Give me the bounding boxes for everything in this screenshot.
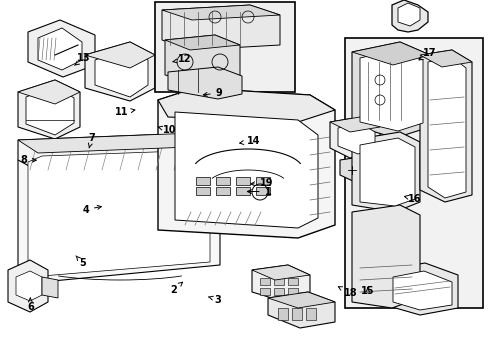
Polygon shape [18, 132, 240, 153]
Text: 1: 1 [247, 186, 271, 197]
Polygon shape [260, 278, 269, 285]
Polygon shape [251, 265, 309, 302]
Polygon shape [28, 150, 209, 276]
Polygon shape [278, 308, 287, 320]
Polygon shape [291, 308, 302, 320]
Polygon shape [175, 112, 317, 228]
Polygon shape [164, 35, 240, 85]
Polygon shape [391, 0, 427, 32]
Polygon shape [164, 35, 240, 50]
Polygon shape [236, 187, 249, 195]
Polygon shape [392, 271, 451, 310]
Polygon shape [18, 80, 80, 139]
Text: 7: 7 [88, 132, 95, 148]
Polygon shape [256, 187, 269, 195]
Polygon shape [305, 308, 315, 320]
Polygon shape [351, 42, 429, 138]
Polygon shape [339, 157, 371, 182]
Text: 5: 5 [76, 256, 85, 268]
Text: 8: 8 [20, 155, 36, 165]
Text: 10: 10 [158, 125, 177, 135]
Polygon shape [85, 42, 155, 101]
Polygon shape [256, 177, 269, 185]
Text: 11: 11 [114, 107, 135, 117]
Polygon shape [28, 20, 95, 77]
Text: 3: 3 [208, 294, 221, 305]
Polygon shape [273, 278, 284, 285]
Polygon shape [273, 288, 284, 295]
Bar [155, 2, 294, 92]
Polygon shape [329, 117, 379, 158]
Polygon shape [216, 177, 229, 185]
Polygon shape [397, 3, 419, 26]
Polygon shape [216, 187, 229, 195]
Polygon shape [162, 5, 280, 50]
Text: 13: 13 [74, 53, 91, 66]
Polygon shape [168, 67, 242, 99]
Text: 18: 18 [338, 287, 357, 298]
Polygon shape [419, 50, 471, 67]
Text: 17: 17 [418, 48, 435, 60]
Text: 2: 2 [170, 282, 182, 295]
Polygon shape [196, 187, 209, 195]
Polygon shape [18, 145, 220, 282]
Text: 4: 4 [82, 204, 101, 215]
Polygon shape [287, 278, 297, 285]
Polygon shape [267, 292, 334, 308]
Text: 9: 9 [203, 88, 222, 98]
Polygon shape [419, 50, 471, 202]
Polygon shape [359, 138, 414, 206]
Polygon shape [158, 88, 334, 238]
Polygon shape [287, 288, 297, 295]
Polygon shape [16, 271, 42, 301]
Polygon shape [351, 132, 419, 212]
Polygon shape [384, 263, 457, 315]
Polygon shape [26, 86, 74, 135]
Polygon shape [95, 48, 148, 97]
Polygon shape [329, 117, 379, 132]
Text: 16: 16 [404, 194, 421, 204]
Bar [345, 38, 482, 308]
Polygon shape [267, 292, 334, 328]
Polygon shape [162, 5, 280, 20]
Polygon shape [236, 177, 249, 185]
Polygon shape [427, 57, 465, 198]
Text: 19: 19 [250, 178, 273, 188]
Polygon shape [260, 288, 269, 295]
Polygon shape [359, 49, 422, 131]
Polygon shape [251, 265, 309, 280]
Polygon shape [351, 42, 429, 65]
Polygon shape [18, 132, 240, 173]
Polygon shape [38, 28, 82, 70]
Text: 15: 15 [360, 286, 374, 296]
Text: 12: 12 [172, 54, 191, 64]
Polygon shape [158, 88, 334, 122]
Text: 14: 14 [239, 136, 260, 146]
Polygon shape [42, 277, 58, 298]
Polygon shape [8, 260, 48, 312]
Polygon shape [18, 80, 80, 104]
Polygon shape [337, 123, 374, 154]
Polygon shape [196, 177, 209, 185]
Text: 6: 6 [27, 298, 34, 312]
Polygon shape [351, 205, 419, 308]
Polygon shape [85, 42, 155, 68]
